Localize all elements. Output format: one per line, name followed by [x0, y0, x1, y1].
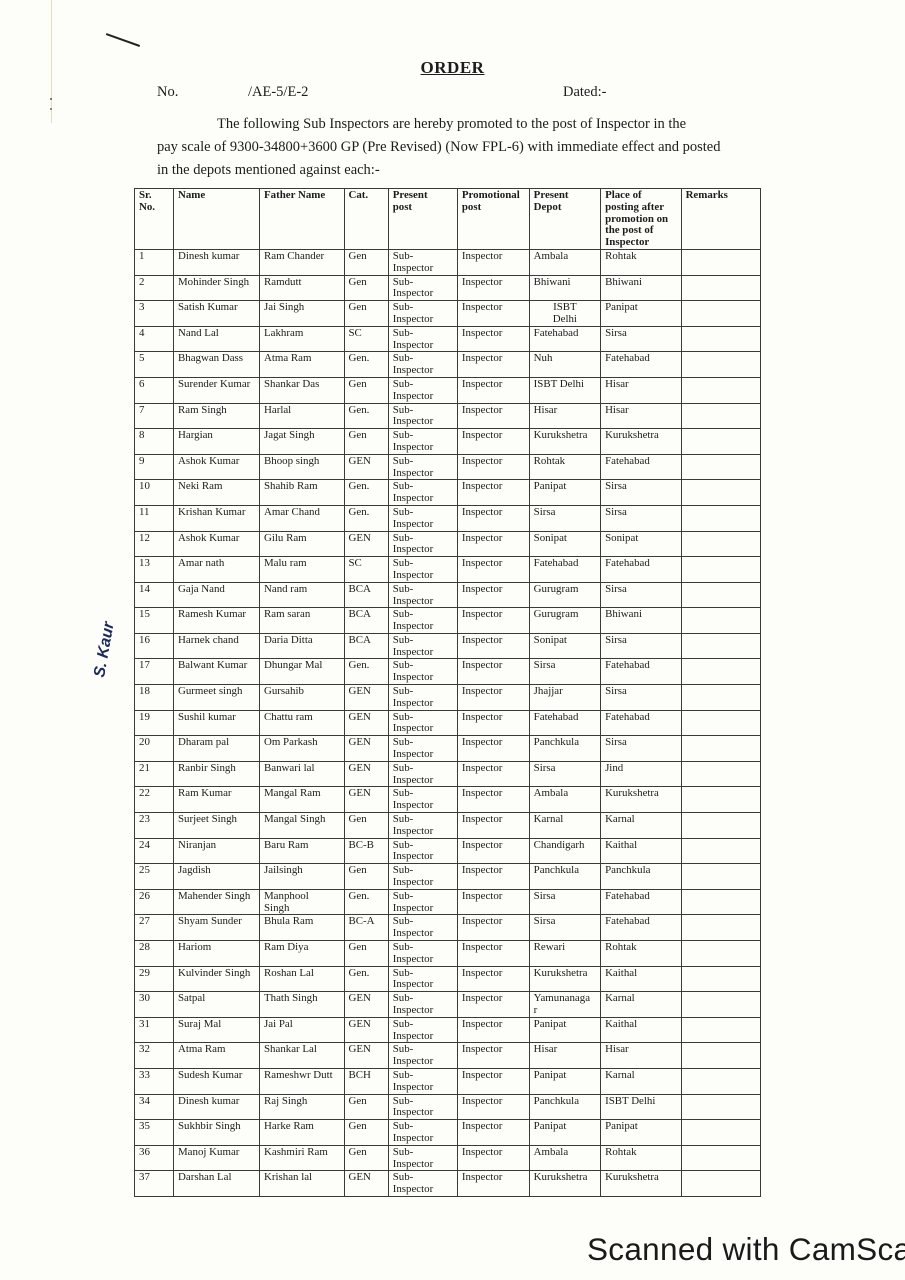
svg-text:S. Kaur: S. Kaur — [91, 620, 118, 678]
